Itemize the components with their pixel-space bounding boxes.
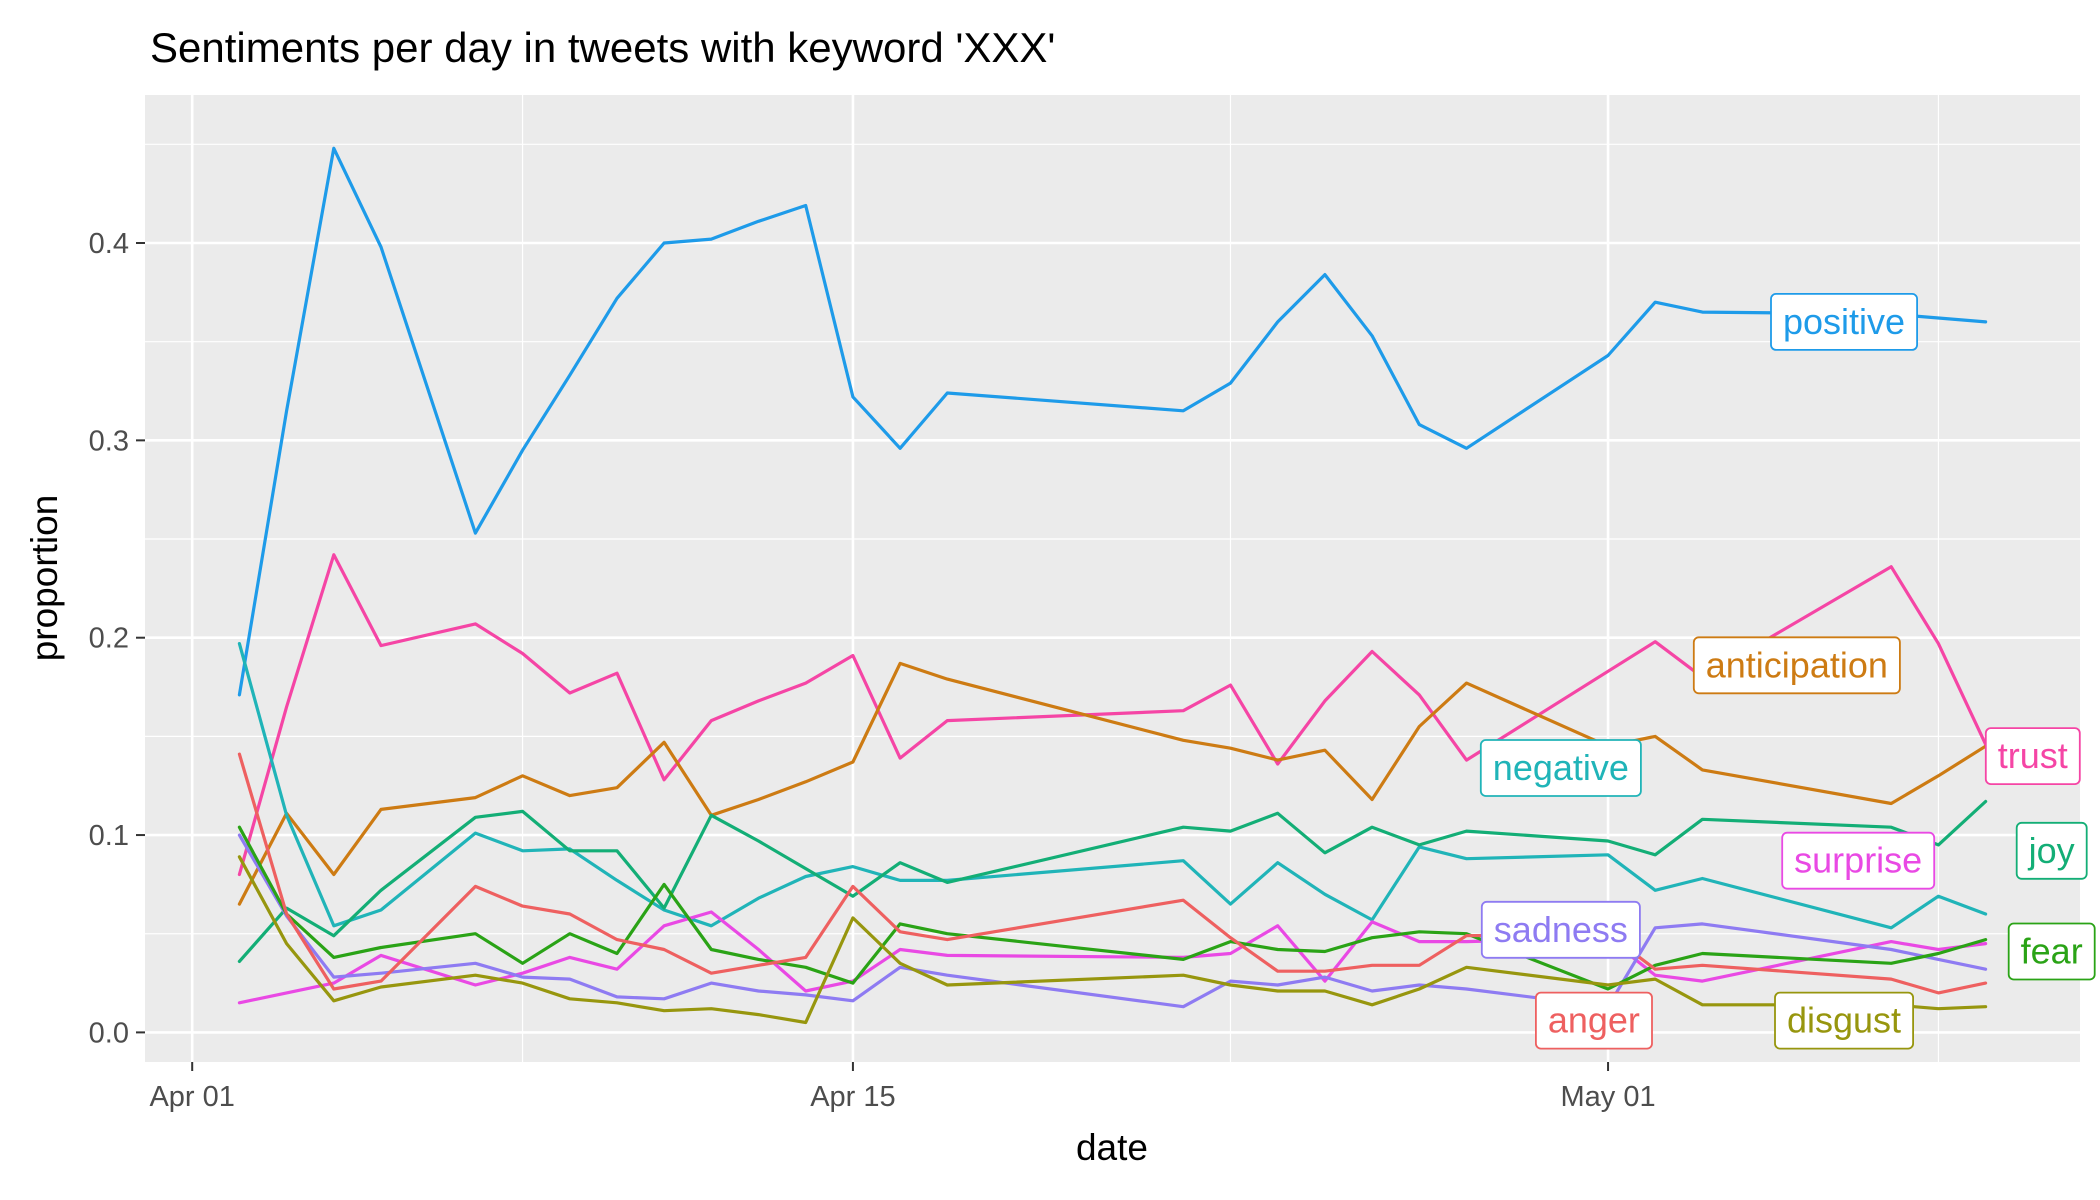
series-label-trust: trust — [1984, 727, 2081, 785]
series-label-anger: anger — [1535, 991, 1653, 1050]
series-label-box — [1479, 739, 1642, 797]
y-tick-label: 0.1 — [89, 820, 129, 852]
x-axis-title: date — [1076, 1127, 1148, 1168]
series-label-anticipation: anticipation — [1692, 636, 1901, 695]
series-line-disgust — [237, 855, 1988, 1025]
y-tick-label: 0.2 — [89, 623, 129, 655]
series-label-text: anticipation — [1706, 644, 1888, 685]
y-tick-label: 0.0 — [89, 1017, 129, 1049]
series-label-sadness: sadness — [1480, 900, 1641, 959]
series-label-positive: positive — [1770, 292, 1919, 351]
series-label-box — [1770, 292, 1919, 351]
major-gridlines — [145, 95, 2080, 1062]
series-label-joy: joy — [2015, 821, 2088, 880]
series-line-sadness — [237, 833, 1988, 1009]
series-label-box — [2015, 821, 2088, 880]
series-label-negative: negative — [1479, 739, 1642, 797]
series-label-box — [1480, 900, 1641, 959]
series-label-text: positive — [1783, 301, 1905, 342]
series-line-positive — [237, 146, 1988, 697]
series-label-fear: fear — [2007, 922, 2096, 981]
series-label-box — [1774, 991, 1915, 1050]
series-label-text: negative — [1493, 747, 1629, 788]
x-tick-label: Apr 15 — [810, 1081, 895, 1113]
x-tick-label: Apr 01 — [149, 1081, 234, 1113]
series-label-text: disgust — [1787, 1000, 1901, 1041]
minor-gridlines — [145, 95, 2080, 1062]
series-line-fear — [237, 825, 1988, 991]
series-label-disgust: disgust — [1774, 991, 1915, 1050]
y-tick-labels: 0.0 0.1 0.2 0.3 0.4 — [89, 228, 129, 1049]
series-label-text: sadness — [1494, 909, 1628, 950]
series-label-text: anger — [1548, 1000, 1640, 1041]
series-label-box — [1692, 636, 1901, 695]
axis-ticks — [136, 242, 1610, 1071]
series-label-box — [1781, 831, 1936, 890]
x-tick-label: May 01 — [1560, 1081, 1655, 1113]
series-label-box — [1535, 991, 1653, 1050]
series-line-negative — [237, 641, 1988, 930]
series-label-text: surprise — [1794, 840, 1922, 881]
y-tick-label: 0.3 — [89, 425, 129, 457]
series-label-surprise: surprise — [1781, 831, 1936, 890]
chart-title: Sentiments per day in tweets with keywor… — [150, 24, 1055, 71]
series-label-text: joy — [2028, 830, 2075, 871]
series-label-box — [1984, 727, 2081, 785]
series-labels: positive anticipation trust negative surpris… — [1479, 292, 2096, 1050]
series-label-box — [2007, 922, 2096, 981]
series-line-joy — [237, 799, 1988, 964]
y-tick-label: 0.4 — [89, 228, 129, 260]
series-line-trust — [237, 553, 1988, 877]
y-axis-title: proportion — [24, 495, 65, 662]
plot-panel — [145, 95, 2080, 1062]
x-tick-labels: Apr 01 Apr 15 May 01 — [149, 1081, 1655, 1113]
series-label-text: trust — [1998, 735, 2068, 776]
series-label-text: fear — [2021, 930, 2083, 971]
